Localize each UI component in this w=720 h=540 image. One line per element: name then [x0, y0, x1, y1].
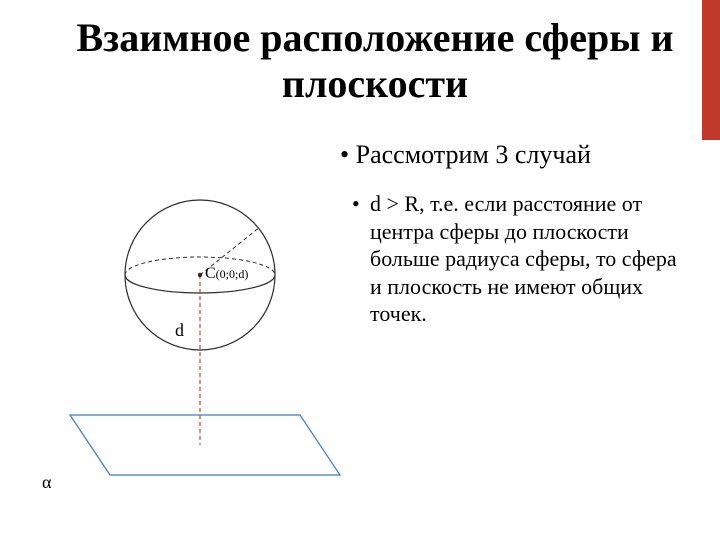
plane-shape — [70, 415, 340, 475]
subtitle: • Рассмотрим 3 случай — [340, 140, 680, 170]
slide-title: Взаимное расположение сферы и плоскости — [70, 15, 680, 107]
body-text: • d > R, т.е. если расстояние от центра … — [370, 190, 690, 328]
alpha-label: α — [42, 472, 51, 493]
body-content: d > R, т.е. если расстояние от центра сф… — [370, 191, 677, 326]
subtitle-text: Рассмотрим 3 случай — [356, 140, 591, 169]
center-letter: С — [205, 265, 216, 282]
d-label: d — [175, 320, 184, 341]
center-sub: (0;0;d) — [216, 267, 249, 281]
equator-back — [125, 257, 275, 275]
title-text: Взаимное расположение сферы и плоскости — [76, 15, 673, 106]
body-bullet: • — [352, 190, 360, 218]
center-label: С(0;0;d) — [205, 265, 248, 283]
accent-bar — [702, 0, 720, 140]
diagram-area — [40, 185, 350, 515]
subtitle-bullet: • — [340, 140, 349, 169]
center-dot — [198, 273, 202, 277]
diagram-svg — [40, 185, 350, 515]
